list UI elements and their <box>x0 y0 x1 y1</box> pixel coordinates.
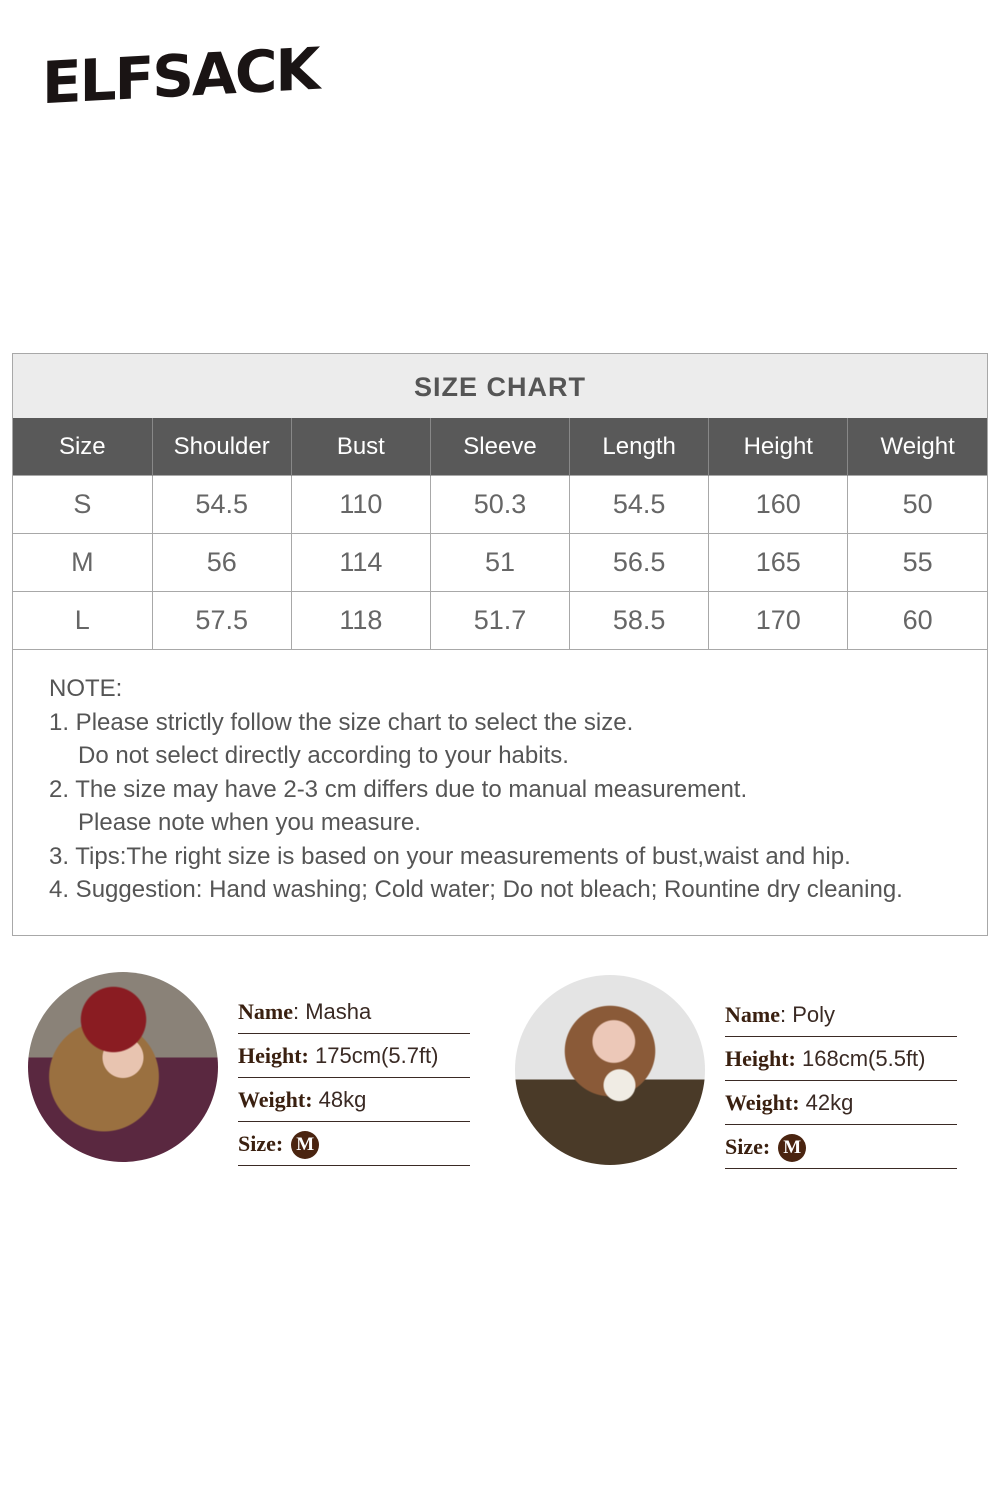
column-header: Shoulder <box>151 418 292 476</box>
table-cell: 165 <box>708 533 848 592</box>
model-photo <box>515 975 705 1165</box>
table-cell: 56 <box>151 533 292 592</box>
model-size: Size: M <box>238 1124 470 1166</box>
table-cell: 170 <box>708 591 848 649</box>
model-height: Height: 168cm(5.5ft) <box>725 1039 957 1081</box>
model-weight: Weight: 48kg <box>238 1080 470 1122</box>
table-cell: 51 <box>429 533 570 592</box>
table-cell: L <box>13 591 153 649</box>
column-header: Length <box>569 418 709 476</box>
notes: NOTE: 1. Please strictly follow the size… <box>13 649 987 935</box>
column-header: Weight <box>847 418 987 476</box>
note-line: 1. Please strictly follow the size chart… <box>49 708 634 736</box>
model-name: Name: Poly <box>725 995 957 1037</box>
note-line: Please note when you measure. <box>78 809 421 836</box>
table-cell: S <box>13 475 153 534</box>
column-header: Sleeve <box>429 418 570 476</box>
size-table: Size Shoulder Bust Sleeve Length Height … <box>13 418 987 649</box>
table-cell: 110 <box>290 475 431 534</box>
table-cell: 114 <box>290 533 431 592</box>
table-cell: 56.5 <box>569 533 709 592</box>
size-badge: M <box>778 1134 807 1163</box>
table-cell: 51.7 <box>429 591 570 649</box>
table-cell: 50 <box>847 475 987 534</box>
table-cell: 160 <box>708 475 848 534</box>
column-header: Bust <box>290 418 431 476</box>
notes-heading: NOTE: <box>49 675 123 702</box>
note-line: 3. Tips:The right size is based on your … <box>49 842 851 870</box>
model-name: Name: Masha <box>238 992 470 1034</box>
model-card-poly: Name: Poly Height: 168cm(5.5ft) Weight: … <box>515 975 957 1171</box>
table-cell: 58.5 <box>569 591 709 649</box>
size-badge: M <box>291 1131 320 1160</box>
table-cell: M <box>13 533 153 592</box>
table-cell: 55 <box>847 533 987 592</box>
column-header: Height <box>708 418 848 476</box>
size-chart-title: SIZE CHART <box>13 354 987 418</box>
table-cell: 54.5 <box>151 475 292 534</box>
note-line: 2. The size may have 2-3 cm differs due … <box>49 775 748 803</box>
note-line: 4. Suggestion: Hand washing; Cold water;… <box>49 876 903 903</box>
model-card-masha: Name: Masha Height: 175cm(5.7ft) Weight:… <box>28 972 470 1168</box>
table-cell: 54.5 <box>569 475 709 534</box>
brand-logo: ELFSACK <box>42 34 319 118</box>
table-row: M 56 114 51 56.5 165 55 <box>13 533 987 592</box>
table-row: S 54.5 110 50.3 54.5 160 50 <box>13 475 987 534</box>
column-header: Size <box>13 418 153 476</box>
table-cell: 50.3 <box>429 475 570 534</box>
table-header: Size Shoulder Bust Sleeve Length Height … <box>13 418 987 476</box>
table-cell: 57.5 <box>151 591 292 649</box>
model-size: Size: M <box>725 1127 957 1169</box>
table-cell: 118 <box>290 591 431 649</box>
note-line: Do not select directly according to your… <box>78 742 569 769</box>
size-chart: SIZE CHART Size Shoulder Bust Sleeve Len… <box>12 353 988 936</box>
model-weight: Weight: 42kg <box>725 1083 957 1125</box>
table-row: L 57.5 118 51.7 58.5 170 60 <box>13 591 987 649</box>
table-cell: 60 <box>847 591 987 649</box>
model-height: Height: 175cm(5.7ft) <box>238 1036 470 1078</box>
model-photo <box>28 972 218 1162</box>
